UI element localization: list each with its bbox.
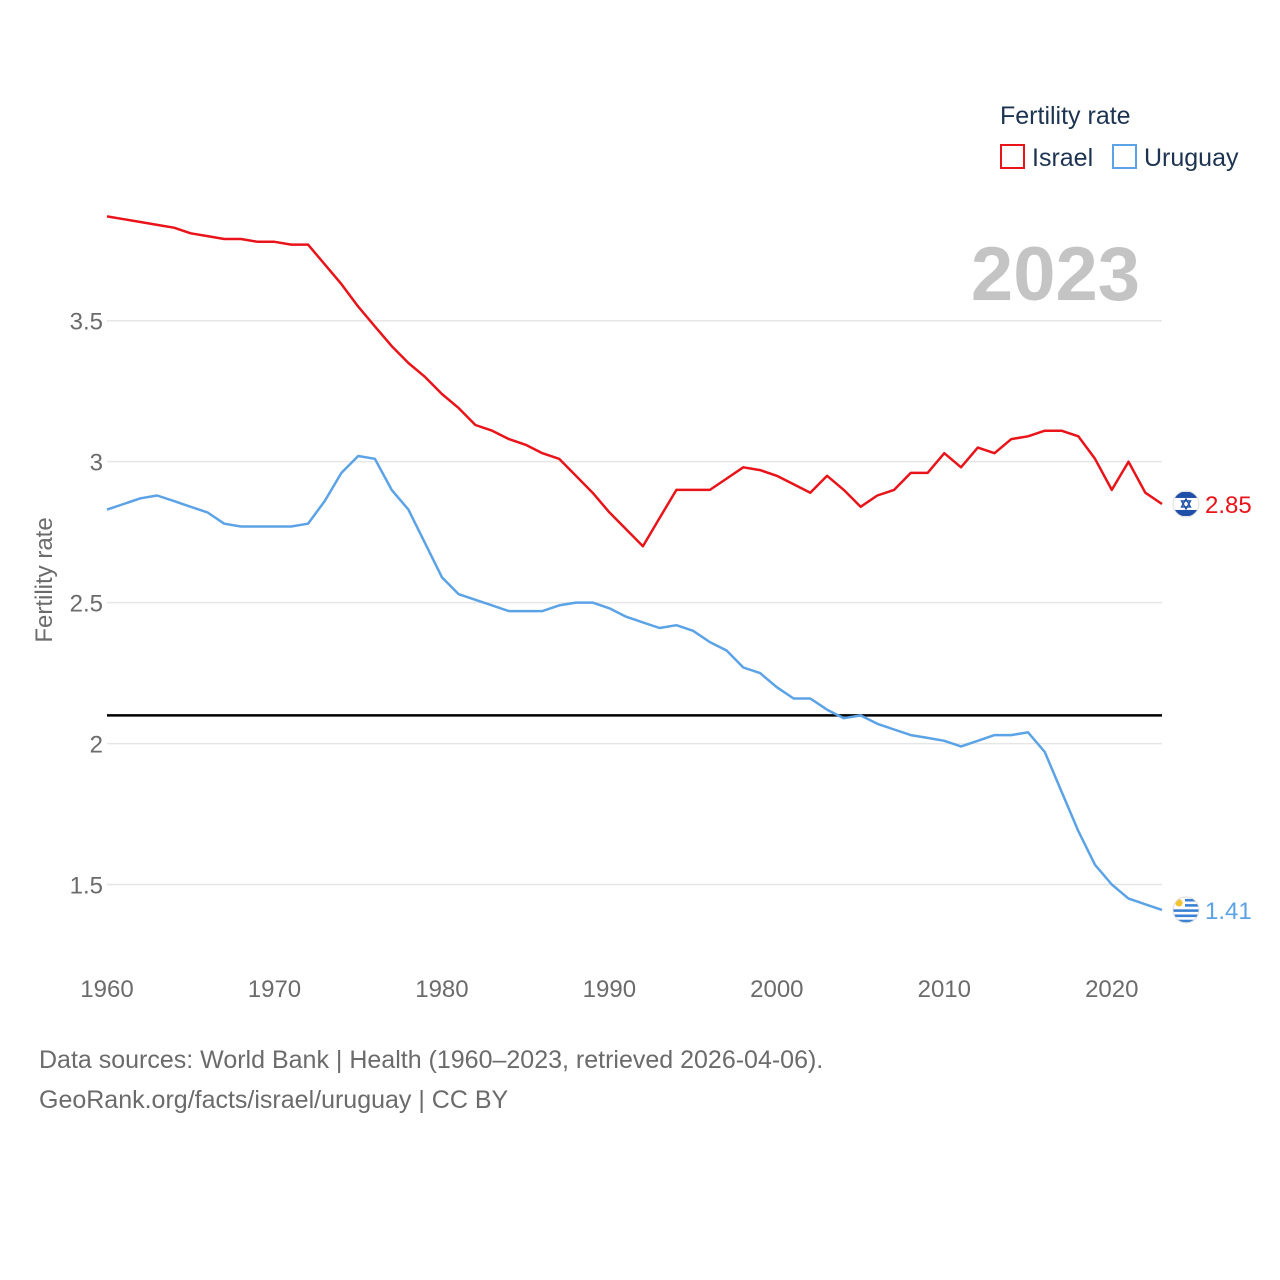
source-footer: Data sources: World Bank | Health (1960–… [39,1040,823,1120]
series-line-uruguay [106,454,1163,912]
x-tick-label: 1990 [583,976,636,1003]
legend-item-israel[interactable]: Israel [1000,144,1093,172]
x-tick-label: 1970 [248,976,301,1003]
legend-swatch [1000,144,1025,169]
x-tick-label: 2000 [750,976,803,1003]
uruguay-flag-icon [1172,896,1200,924]
y-tick-label: 3 [90,450,103,477]
end-markers: 2.85 1.41 [1172,490,1252,925]
x-tick-label: 2020 [1085,976,1138,1003]
y-tick-label: 3.5 [70,309,103,336]
x-tick-label: 1960 [80,976,133,1003]
y-tick-label: 2.5 [70,591,103,618]
y-tick-label: 1.5 [70,873,103,900]
legend-item-uruguay[interactable]: Uruguay [1112,144,1239,172]
series-lines [106,215,1163,912]
grid-lines [107,319,1162,886]
legend[interactable]: Fertility rate Israel Uruguay [1000,102,1239,172]
legend-label: Israel [1032,144,1093,172]
y-axis-label: Fertility rate [31,517,58,642]
x-tick-labels: 1960 1970 1980 1990 2000 2010 2020 [80,976,1138,1003]
y-tick-label: 2 [90,732,103,759]
year-label: 2023 [971,232,1140,317]
source-link[interactable]: GeoRank.org/facts/israel/uruguay | CC BY [39,1086,509,1114]
legend-title: Fertility rate [1000,102,1131,130]
source-text: Data sources: World Bank | Health (1960–… [39,1046,824,1074]
y-tick-labels: 1.5 2 2.5 3 3.5 [70,309,103,900]
end-value-label-uruguay: 1.41 [1205,898,1252,925]
x-tick-label: 2010 [918,976,971,1003]
series-line-israel [106,215,1163,548]
legend-label: Uruguay [1144,144,1239,172]
end-value-label-israel: 2.85 [1205,492,1252,519]
x-tick-label: 1980 [415,976,468,1003]
israel-flag-icon [1172,490,1200,518]
legend-swatch [1112,144,1137,169]
